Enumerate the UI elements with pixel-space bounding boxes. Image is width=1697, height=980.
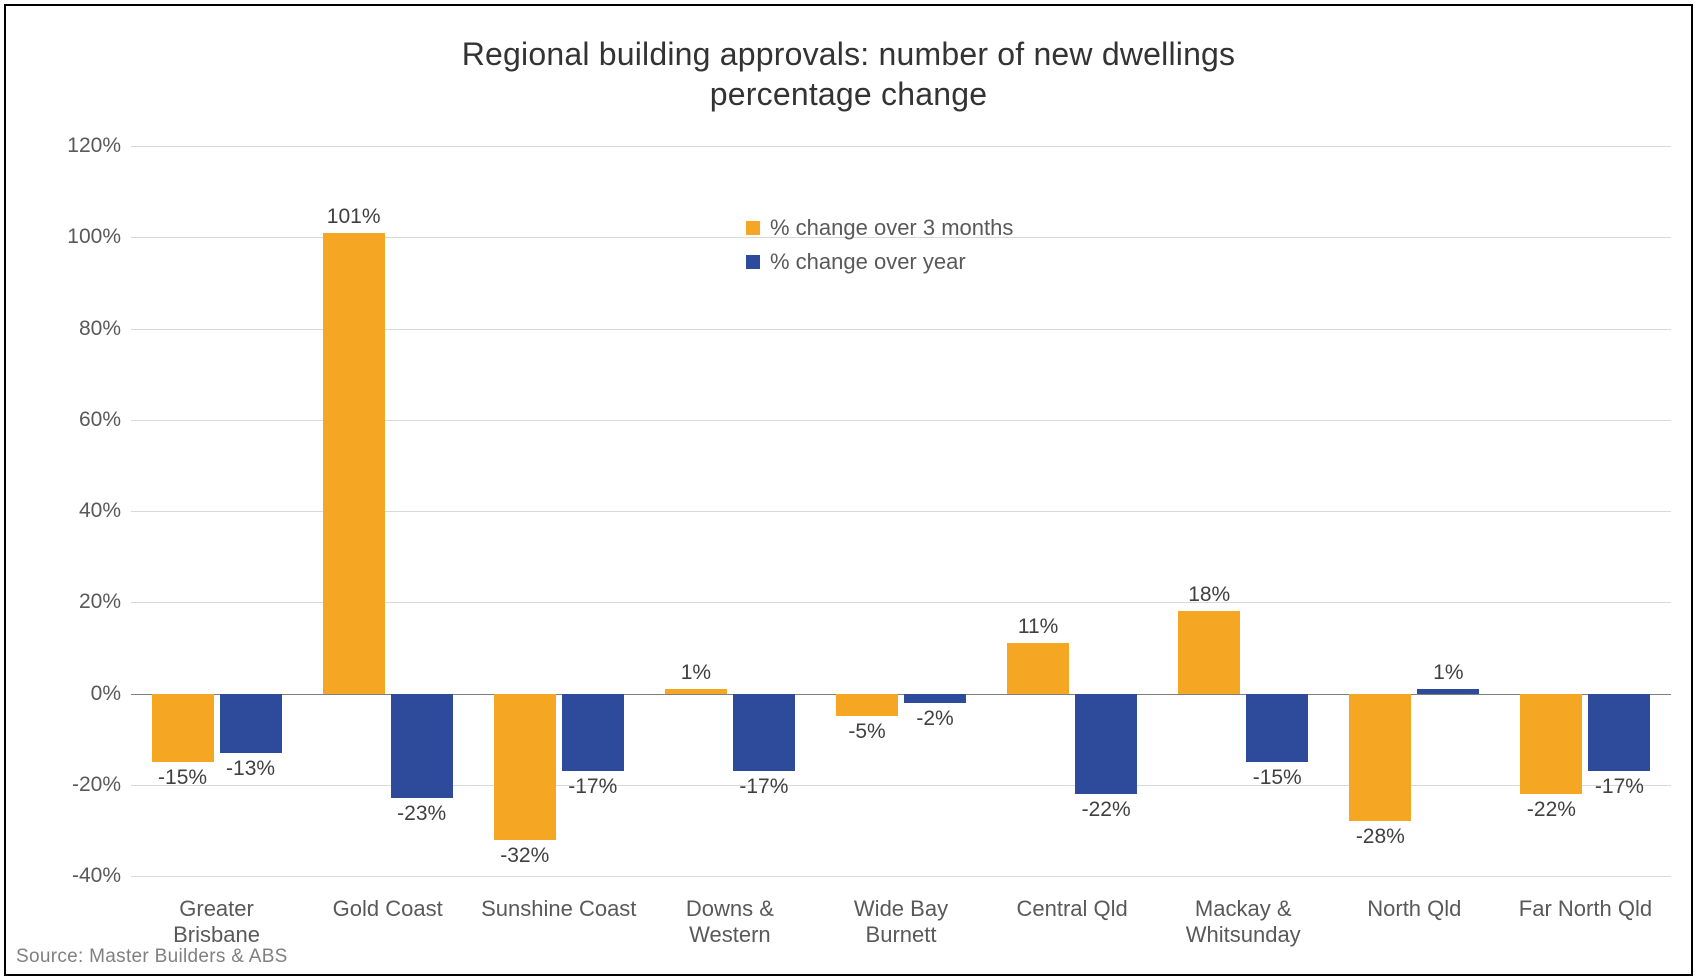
bar xyxy=(391,694,453,799)
bar xyxy=(1588,694,1650,772)
chart-title-line2: percentage change xyxy=(710,76,987,112)
bar-value-label: 18% xyxy=(1188,583,1230,607)
source-text: Source: Master Builders & ABS xyxy=(16,946,288,968)
bar xyxy=(1520,694,1582,794)
legend-item: % change over 3 months xyxy=(746,214,1013,242)
bar-value-label: 101% xyxy=(327,205,381,229)
bar-value-label: 1% xyxy=(681,661,711,685)
bar-value-label: -17% xyxy=(1595,775,1644,799)
bar-value-label: -17% xyxy=(568,775,617,799)
bar-value-label: -23% xyxy=(397,802,446,826)
chart-frame: Regional building approvals: number of n… xyxy=(4,4,1693,976)
y-tick-label: 120% xyxy=(36,134,121,158)
bar xyxy=(1349,694,1411,822)
y-tick-label: 60% xyxy=(36,408,121,432)
bar-value-label: -32% xyxy=(500,844,549,868)
bar-value-label: -5% xyxy=(848,720,885,744)
y-tick-label: 80% xyxy=(36,317,121,341)
bar xyxy=(904,694,966,703)
gridline xyxy=(131,146,1671,147)
y-tick-label: -40% xyxy=(36,864,121,888)
y-tick-label: 100% xyxy=(36,225,121,249)
bar xyxy=(494,694,556,840)
bar-value-label: -15% xyxy=(1253,766,1302,790)
legend-label: % change over year xyxy=(770,249,966,275)
bar-value-label: 11% xyxy=(1018,615,1058,639)
bar xyxy=(152,694,214,762)
bar-value-label: -28% xyxy=(1356,825,1405,849)
y-tick-label: 20% xyxy=(36,590,121,614)
bar xyxy=(733,694,795,772)
bar xyxy=(1007,643,1069,693)
gridline xyxy=(131,785,1671,786)
chart-title: Regional building approvals: number of n… xyxy=(6,34,1691,114)
y-tick-label: 0% xyxy=(36,682,121,706)
bar xyxy=(665,689,727,694)
bar xyxy=(323,233,385,694)
bar-value-label: -22% xyxy=(1082,798,1131,822)
y-tick-label: 40% xyxy=(36,499,121,523)
bar-value-label: 1% xyxy=(1433,661,1463,685)
legend-swatch xyxy=(746,221,760,235)
bar-value-label: -17% xyxy=(739,775,788,799)
legend-label: % change over 3 months xyxy=(770,215,1013,241)
legend-item: % change over year xyxy=(746,248,1013,276)
bar xyxy=(1075,694,1137,794)
bar xyxy=(220,694,282,753)
bar xyxy=(1246,694,1308,762)
legend: % change over 3 months % change over year xyxy=(746,214,1013,282)
legend-swatch xyxy=(746,255,760,269)
bar-value-label: -13% xyxy=(226,757,275,781)
bar xyxy=(562,694,624,772)
bar xyxy=(1417,689,1479,694)
chart-title-line1: Regional building approvals: number of n… xyxy=(462,36,1236,72)
y-tick-label: -20% xyxy=(36,773,121,797)
zero-line xyxy=(131,694,1671,695)
gridline xyxy=(131,876,1671,877)
bar-value-label: -22% xyxy=(1527,798,1576,822)
bar xyxy=(836,694,898,717)
bar-value-label: -15% xyxy=(158,766,207,790)
bar xyxy=(1178,611,1240,693)
bar-value-label: -2% xyxy=(916,707,953,731)
